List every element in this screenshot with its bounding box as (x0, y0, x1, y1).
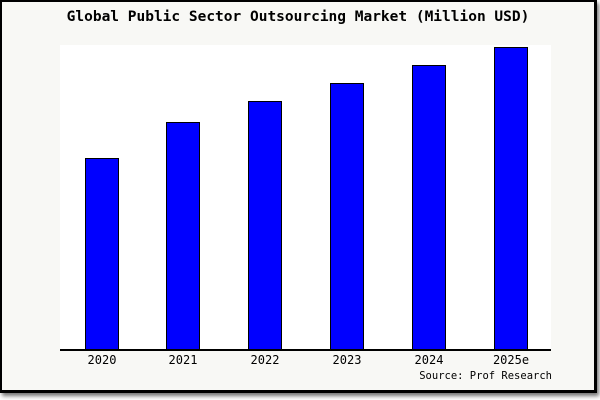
bar-2025e (494, 47, 528, 349)
x-tick-label-2020: 2020 (87, 353, 117, 367)
x-tick-label-2022: 2022 (250, 353, 280, 367)
x-tick-label-2025e: 2025e (492, 353, 530, 367)
source-label: Source: Prof Research (419, 370, 552, 382)
chart-title: Global Public Sector Outsourcing Market … (66, 9, 530, 25)
bar-2022 (248, 101, 282, 349)
bar-2024 (412, 65, 446, 349)
plot-area (60, 45, 551, 351)
x-tick-label-2024: 2024 (414, 353, 444, 367)
bar-2023 (330, 83, 364, 349)
bar-2021 (166, 122, 200, 349)
chart-frame: Global Public Sector Outsourcing Market … (0, 0, 597, 393)
x-tick-label-2023: 2023 (332, 353, 362, 367)
x-tick-label-2021: 2021 (168, 353, 198, 367)
bar-2020 (85, 158, 119, 349)
